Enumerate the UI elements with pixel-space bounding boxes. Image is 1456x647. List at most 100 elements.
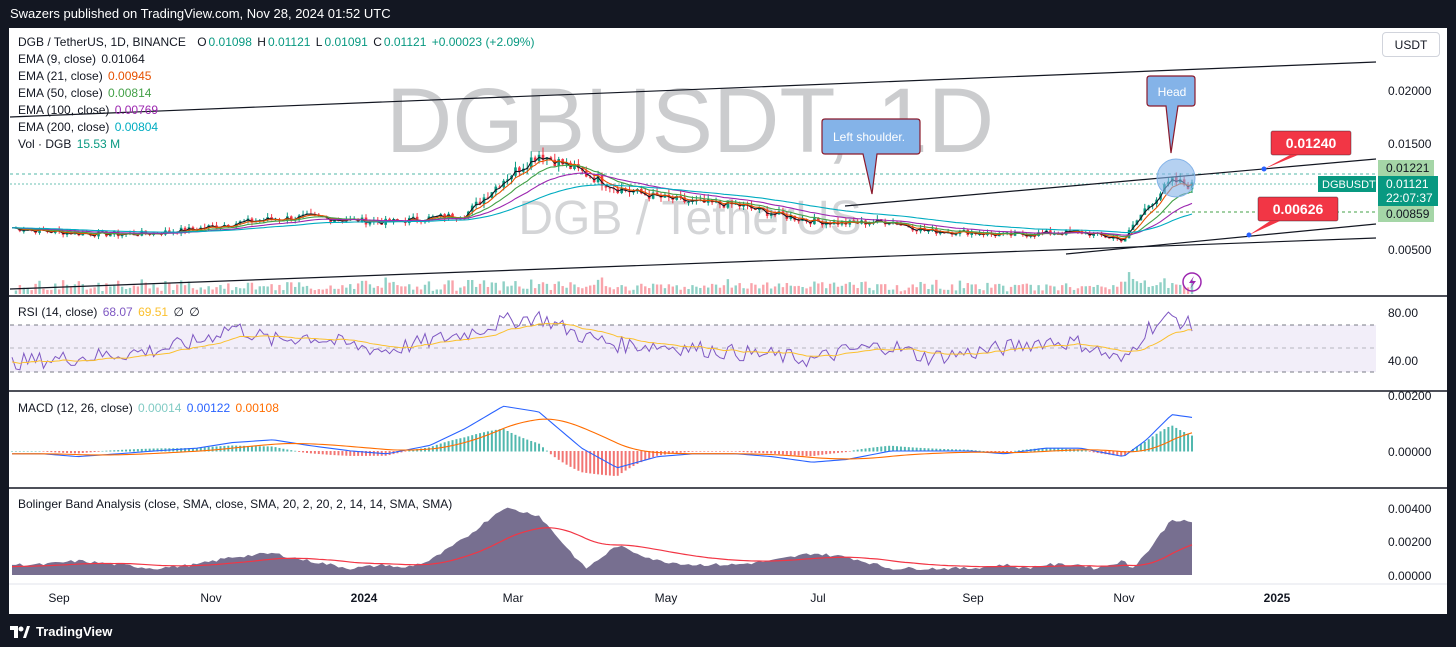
tradingview-logo[interactable]: TradingView bbox=[10, 616, 112, 647]
legend-macd[interactable]: MACD (12, 26, close) 0.00014 0.00122 0.0… bbox=[18, 401, 281, 415]
volume-bar bbox=[703, 285, 706, 294]
candle-body bbox=[675, 196, 679, 200]
volume-bar bbox=[589, 285, 592, 294]
volume-bar bbox=[923, 283, 926, 294]
volume-bar bbox=[927, 289, 930, 294]
macd-hist-bar bbox=[805, 451, 808, 456]
macd-hist-bar bbox=[490, 430, 493, 452]
candle-body bbox=[899, 224, 903, 226]
ema-lines bbox=[11, 156, 1193, 241]
macd-hist-bar bbox=[286, 449, 289, 452]
price-tick: 0.01500 bbox=[1388, 137, 1432, 151]
volume-bar bbox=[663, 288, 667, 294]
volume-bar bbox=[844, 283, 848, 294]
volume-bar bbox=[1057, 290, 1060, 294]
volume-bar bbox=[506, 286, 509, 294]
macd-hist-bar bbox=[101, 450, 104, 452]
volume-bar bbox=[415, 286, 419, 294]
volume-bar bbox=[408, 284, 411, 294]
target-low-box[interactable] bbox=[1257, 196, 1339, 222]
lightning-icon[interactable] bbox=[1182, 272, 1202, 292]
macd-hist-bar bbox=[81, 451, 84, 453]
left-shoulder-callout[interactable] bbox=[821, 118, 921, 195]
target-high-box[interactable] bbox=[1270, 130, 1352, 156]
volume-bar bbox=[467, 279, 470, 294]
target-high-label: 0.01240 bbox=[1286, 135, 1337, 151]
currency-button[interactable]: USDT bbox=[1382, 32, 1440, 57]
volume-bar bbox=[1116, 286, 1119, 294]
ema-line bbox=[11, 156, 1193, 241]
volume-bar bbox=[93, 287, 96, 294]
volume-bar bbox=[54, 283, 57, 294]
legend-volume[interactable]: Vol · DGB 15.53 M bbox=[18, 137, 122, 151]
legend-ema200[interactable]: EMA (200, close) 0.00804 bbox=[18, 120, 160, 134]
macd-hist-bar bbox=[357, 451, 360, 456]
volume-bar bbox=[140, 279, 143, 294]
macd-hist-bar bbox=[254, 446, 257, 452]
macd-hist-bar bbox=[1002, 451, 1005, 453]
macd-hist-bar bbox=[207, 446, 210, 452]
volume-bar bbox=[624, 286, 627, 294]
candle-body bbox=[557, 159, 561, 167]
volume-bar bbox=[707, 287, 710, 294]
macd-hist-bar bbox=[785, 451, 788, 455]
volume-bar bbox=[419, 289, 423, 294]
volume-bar bbox=[349, 284, 352, 294]
legend-rsi[interactable]: RSI (14, close) 68.07 69.51 ∅ ∅ bbox=[18, 305, 202, 319]
target-low-anchor[interactable] bbox=[1246, 232, 1252, 238]
neckline-lower-trendline[interactable] bbox=[1065, 223, 1377, 255]
volume-bar bbox=[451, 280, 454, 294]
ema-line bbox=[11, 159, 1193, 240]
volume-bar bbox=[179, 280, 183, 294]
legend-ema50[interactable]: EMA (50, close) 0.00814 bbox=[18, 86, 153, 100]
volume-bar bbox=[1005, 291, 1009, 294]
legend-ema9[interactable]: EMA (9, close) 0.01064 bbox=[18, 52, 147, 66]
legend-ema21[interactable]: EMA (21, close) 0.00945 bbox=[18, 69, 153, 83]
volume-bar bbox=[671, 286, 674, 294]
neckline-upper-trendline[interactable] bbox=[844, 158, 1377, 207]
legend-ema100[interactable]: EMA (100, close) 0.00769 bbox=[18, 103, 160, 117]
macd-hist-bar bbox=[368, 451, 371, 456]
volume-bar bbox=[864, 281, 867, 294]
target-high-anchor[interactable] bbox=[1261, 166, 1267, 172]
candle-body bbox=[81, 232, 85, 236]
macd-hist-bar bbox=[258, 446, 261, 452]
head-highlight-circle[interactable] bbox=[1156, 158, 1196, 198]
volume-bar bbox=[384, 277, 387, 294]
macd-hist-bar bbox=[1187, 433, 1190, 452]
volume-bar bbox=[939, 288, 942, 294]
tradingview-logo-icon bbox=[10, 625, 30, 638]
volume-bar bbox=[828, 283, 832, 294]
macd-hist-bar bbox=[1183, 432, 1186, 452]
legend-o-label: O bbox=[197, 35, 207, 49]
volume-bar bbox=[502, 281, 505, 294]
head-callout[interactable] bbox=[1146, 75, 1196, 154]
macd-hist-bar bbox=[754, 451, 757, 453]
price-tick: 0.02000 bbox=[1388, 84, 1432, 98]
volume-bar bbox=[1029, 284, 1032, 294]
channel-lower-trendline[interactable] bbox=[9, 237, 1377, 290]
legend-bb[interactable]: Bolinger Band Analysis (close, SMA, clos… bbox=[18, 497, 454, 511]
macd-hist-bar bbox=[821, 451, 824, 455]
legend-symbol-row[interactable]: DGB / TetherUS, 1D, BINANCE O 0.01098 H 0.… bbox=[18, 35, 536, 49]
candle-body bbox=[600, 175, 604, 186]
volume-bar bbox=[1009, 286, 1013, 294]
macd-hist-bar bbox=[1159, 431, 1162, 452]
channel-upper-trendline[interactable] bbox=[9, 61, 1377, 118]
macd-hist-bar bbox=[294, 450, 297, 452]
candle-body bbox=[498, 186, 502, 188]
macd-hist-bar bbox=[341, 451, 344, 456]
macd-hist-bar bbox=[498, 429, 501, 452]
macd-hist-bar bbox=[471, 435, 474, 452]
volume-bar bbox=[238, 288, 242, 294]
chart-frame bbox=[9, 28, 1447, 614]
volume-bar bbox=[443, 284, 446, 294]
macd-hist-bar bbox=[848, 451, 851, 452]
macd-hist-bar bbox=[306, 451, 308, 453]
volume-series bbox=[14, 272, 1194, 294]
volume-bar bbox=[1045, 284, 1048, 294]
volume-bar bbox=[620, 285, 623, 294]
candle-body bbox=[1108, 237, 1111, 239]
candle-body bbox=[289, 216, 293, 221]
